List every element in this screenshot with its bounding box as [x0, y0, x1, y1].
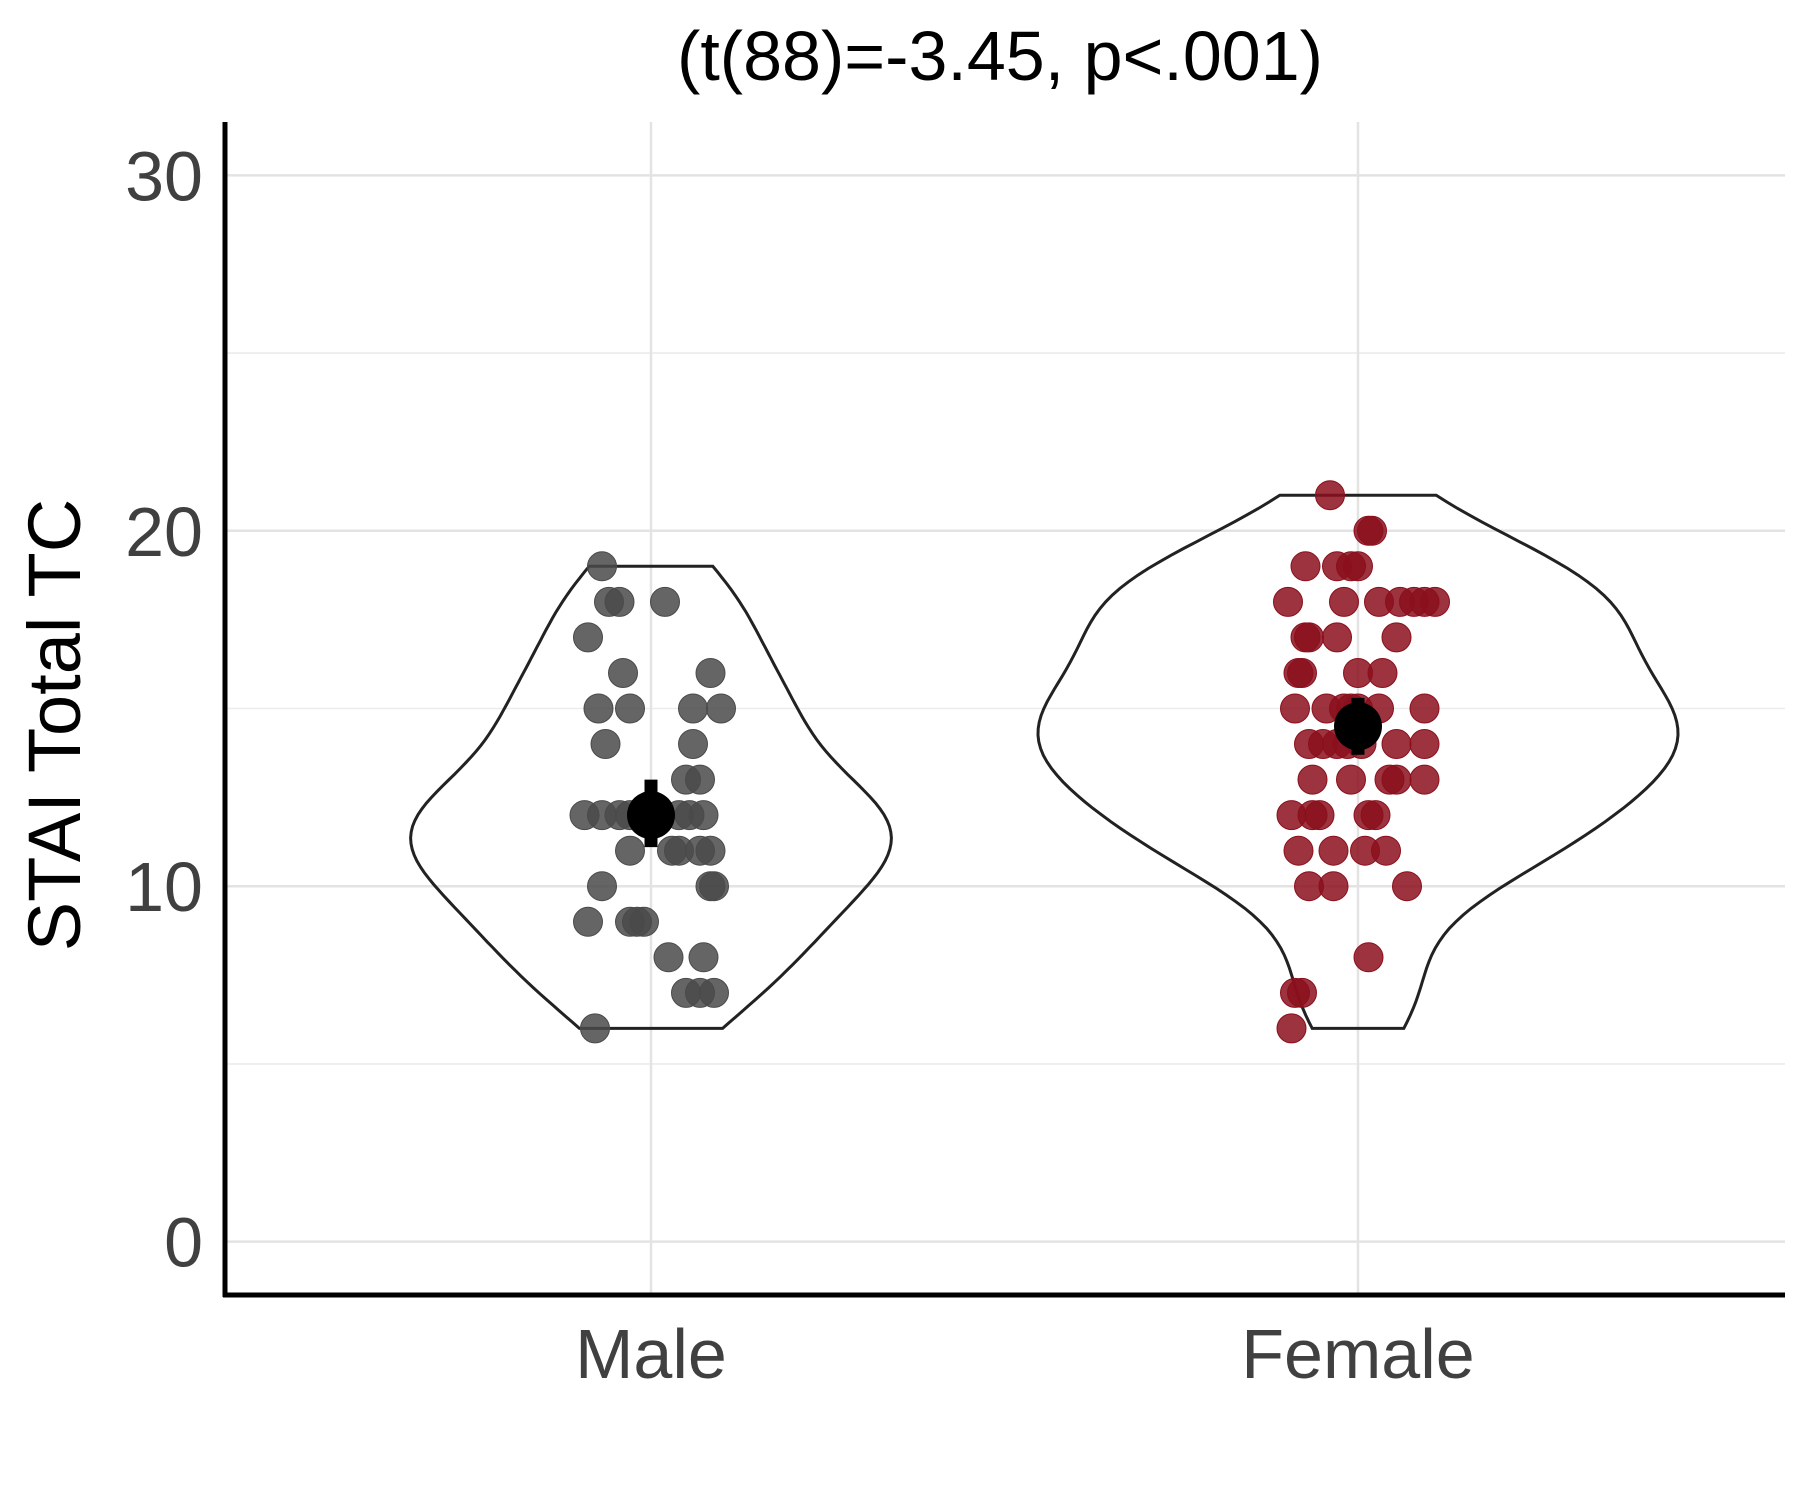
mean-point-female [1334, 702, 1382, 751]
data-point-male [678, 693, 708, 724]
data-point-female [1290, 551, 1321, 582]
data-point-male [699, 871, 729, 902]
data-points [569, 480, 1450, 1044]
data-point-female [1381, 729, 1412, 759]
violin-female [1036, 493, 1680, 1030]
data-point-male [587, 551, 617, 582]
data-point-male [706, 693, 736, 724]
data-point-female [1322, 622, 1352, 653]
data-point-male [685, 764, 715, 795]
data-point-male [688, 942, 719, 973]
data-point-male [699, 977, 729, 1008]
data-point-female [1287, 977, 1317, 1008]
y-tick-label: 10 [125, 848, 203, 926]
x-tick-label-male: Male [575, 1315, 727, 1393]
data-point-female [1273, 586, 1303, 617]
data-point-female [1294, 622, 1324, 653]
data-point-male [590, 729, 621, 759]
y-tick-label: 30 [125, 137, 203, 215]
data-point-male [695, 658, 726, 688]
data-point-female [1276, 1013, 1307, 1044]
data-point-female [1304, 800, 1335, 831]
data-point-female [1381, 764, 1412, 795]
tick-labels: 0 10 20 30 Male Female [125, 137, 1475, 1393]
data-point-male [573, 622, 603, 653]
data-point-female [1392, 871, 1422, 902]
data-point-female [1315, 480, 1345, 511]
data-point-female [1353, 942, 1384, 973]
mean-markers [627, 697, 1382, 848]
data-point-female [1371, 835, 1401, 866]
data-point-male [695, 835, 726, 866]
y-tick-label: 20 [125, 493, 203, 571]
data-point-female [1329, 586, 1359, 617]
data-point-male [615, 693, 645, 724]
data-point-male [650, 586, 680, 617]
data-point-male [688, 800, 719, 831]
data-point-female [1318, 871, 1349, 902]
data-point-female [1297, 764, 1328, 795]
data-point-male [573, 906, 603, 937]
data-point-female [1409, 764, 1440, 795]
data-point-male [615, 835, 645, 866]
chart-title: (t(88)=-3.45, p<.001) [677, 17, 1323, 95]
data-point-male [587, 871, 617, 902]
axes [222, 122, 1785, 1298]
gridlines [225, 122, 1785, 1295]
data-point-female [1336, 764, 1366, 795]
data-point-female [1367, 658, 1398, 688]
data-point-female [1357, 515, 1387, 546]
data-point-female [1381, 622, 1412, 653]
data-point-male [629, 906, 659, 937]
data-point-female [1420, 586, 1450, 617]
y-axis-label: STAI Total TC [13, 499, 96, 951]
data-point-male [608, 658, 638, 688]
mean-point-male [627, 791, 675, 840]
data-point-female [1409, 693, 1440, 724]
data-point-female [1360, 800, 1391, 831]
data-point-female [1283, 835, 1314, 866]
data-point-female [1318, 835, 1349, 866]
data-point-male [583, 693, 614, 724]
data-point-female [1287, 658, 1317, 688]
y-tick-label: 0 [164, 1204, 203, 1282]
data-point-male [604, 586, 635, 617]
data-point-female [1409, 729, 1440, 759]
data-point-male [653, 942, 684, 973]
data-point-female [1343, 551, 1373, 582]
data-point-male [678, 729, 708, 759]
data-point-male [580, 1013, 610, 1044]
x-tick-label-female: Female [1241, 1315, 1474, 1393]
data-point-female [1280, 693, 1310, 724]
